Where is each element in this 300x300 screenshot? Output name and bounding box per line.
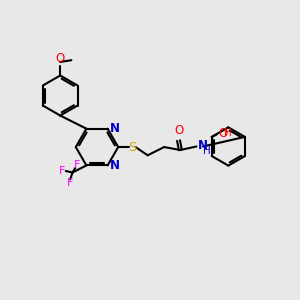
Text: S: S bbox=[128, 141, 136, 154]
Text: F: F bbox=[59, 166, 65, 176]
Text: H: H bbox=[203, 146, 211, 156]
Text: O: O bbox=[56, 52, 65, 65]
Text: N: N bbox=[198, 140, 208, 152]
Text: N: N bbox=[110, 122, 120, 135]
Text: N: N bbox=[110, 159, 120, 172]
Text: O: O bbox=[218, 127, 227, 140]
Text: H: H bbox=[224, 128, 232, 138]
Text: F: F bbox=[66, 178, 73, 188]
Text: O: O bbox=[174, 124, 183, 137]
Text: F: F bbox=[74, 160, 80, 170]
